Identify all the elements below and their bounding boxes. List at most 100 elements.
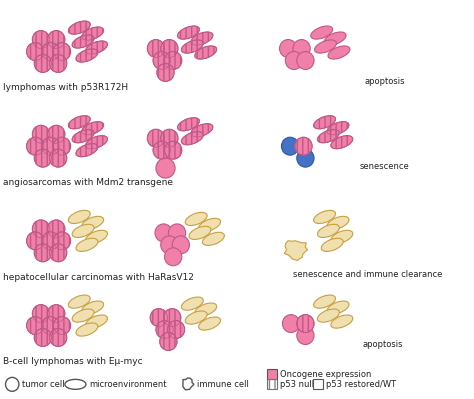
Circle shape — [153, 141, 170, 159]
Ellipse shape — [178, 26, 200, 39]
Circle shape — [50, 55, 67, 73]
Ellipse shape — [72, 35, 94, 48]
Ellipse shape — [189, 226, 211, 239]
Text: apoptosis: apoptosis — [365, 77, 405, 87]
FancyBboxPatch shape — [267, 369, 277, 379]
Ellipse shape — [315, 40, 337, 53]
Ellipse shape — [68, 295, 90, 308]
Circle shape — [164, 51, 182, 69]
Ellipse shape — [82, 301, 104, 314]
Circle shape — [297, 149, 314, 167]
Text: microenvironment: microenvironment — [89, 380, 166, 389]
Ellipse shape — [195, 46, 217, 59]
Circle shape — [157, 63, 174, 81]
Ellipse shape — [314, 295, 336, 308]
Ellipse shape — [195, 303, 217, 316]
Circle shape — [32, 220, 50, 238]
Circle shape — [153, 51, 170, 69]
Circle shape — [27, 316, 44, 334]
Ellipse shape — [65, 379, 86, 389]
Circle shape — [161, 129, 178, 147]
Ellipse shape — [72, 130, 94, 143]
Ellipse shape — [314, 116, 336, 129]
Circle shape — [147, 40, 164, 57]
Circle shape — [297, 314, 314, 332]
Circle shape — [32, 31, 50, 49]
Ellipse shape — [68, 210, 90, 223]
Circle shape — [54, 316, 71, 334]
Circle shape — [164, 248, 182, 266]
Circle shape — [50, 328, 67, 346]
Ellipse shape — [327, 122, 349, 135]
Circle shape — [48, 220, 65, 238]
Circle shape — [50, 244, 67, 262]
Circle shape — [161, 236, 178, 254]
Text: Oncogene expression: Oncogene expression — [280, 370, 371, 379]
Ellipse shape — [185, 212, 207, 225]
Circle shape — [167, 320, 185, 338]
Circle shape — [54, 137, 71, 155]
Circle shape — [42, 232, 59, 250]
Circle shape — [54, 232, 71, 250]
Circle shape — [297, 326, 314, 344]
Ellipse shape — [324, 32, 346, 45]
Ellipse shape — [86, 136, 108, 149]
Circle shape — [42, 316, 59, 334]
Ellipse shape — [202, 232, 224, 245]
Circle shape — [156, 320, 173, 338]
Circle shape — [164, 308, 181, 326]
Circle shape — [34, 244, 52, 262]
Ellipse shape — [68, 116, 90, 129]
Ellipse shape — [76, 238, 98, 251]
Circle shape — [147, 129, 164, 147]
Text: immune cell: immune cell — [197, 380, 249, 389]
Text: angiosarcomas with Mdm2 transgene: angiosarcomas with Mdm2 transgene — [3, 178, 173, 187]
Ellipse shape — [331, 230, 353, 243]
Circle shape — [161, 40, 178, 57]
Ellipse shape — [327, 216, 349, 229]
Circle shape — [34, 55, 52, 73]
Circle shape — [282, 137, 299, 155]
Circle shape — [6, 377, 19, 391]
Circle shape — [50, 149, 67, 167]
Circle shape — [156, 158, 175, 178]
FancyBboxPatch shape — [267, 379, 277, 389]
Ellipse shape — [86, 41, 108, 54]
Ellipse shape — [82, 216, 104, 229]
Circle shape — [297, 51, 314, 69]
FancyBboxPatch shape — [313, 379, 323, 389]
Circle shape — [54, 43, 71, 61]
Ellipse shape — [178, 118, 200, 131]
Ellipse shape — [331, 315, 353, 328]
Ellipse shape — [321, 238, 343, 251]
Ellipse shape — [68, 21, 90, 34]
Circle shape — [48, 31, 65, 49]
Circle shape — [27, 232, 44, 250]
Circle shape — [42, 137, 59, 155]
Ellipse shape — [314, 210, 336, 223]
Circle shape — [27, 43, 44, 61]
Ellipse shape — [318, 224, 339, 237]
Ellipse shape — [182, 297, 203, 310]
Circle shape — [280, 40, 297, 57]
Text: senescence and immune clearance: senescence and immune clearance — [293, 270, 442, 279]
Circle shape — [293, 40, 310, 57]
Ellipse shape — [318, 130, 339, 143]
Polygon shape — [183, 378, 194, 390]
Ellipse shape — [82, 27, 104, 40]
Ellipse shape — [311, 26, 333, 39]
Ellipse shape — [191, 124, 213, 137]
Ellipse shape — [76, 323, 98, 336]
Ellipse shape — [72, 309, 94, 322]
Ellipse shape — [199, 317, 220, 330]
Circle shape — [34, 149, 52, 167]
Text: p53 restored/WT: p53 restored/WT — [326, 380, 396, 389]
Circle shape — [150, 308, 167, 326]
Text: tumor cell: tumor cell — [22, 380, 64, 389]
Ellipse shape — [318, 309, 339, 322]
Ellipse shape — [86, 315, 108, 328]
Ellipse shape — [182, 40, 203, 53]
Circle shape — [48, 304, 65, 322]
Text: lymphomas with p53R172H: lymphomas with p53R172H — [3, 83, 128, 93]
Ellipse shape — [86, 230, 108, 243]
